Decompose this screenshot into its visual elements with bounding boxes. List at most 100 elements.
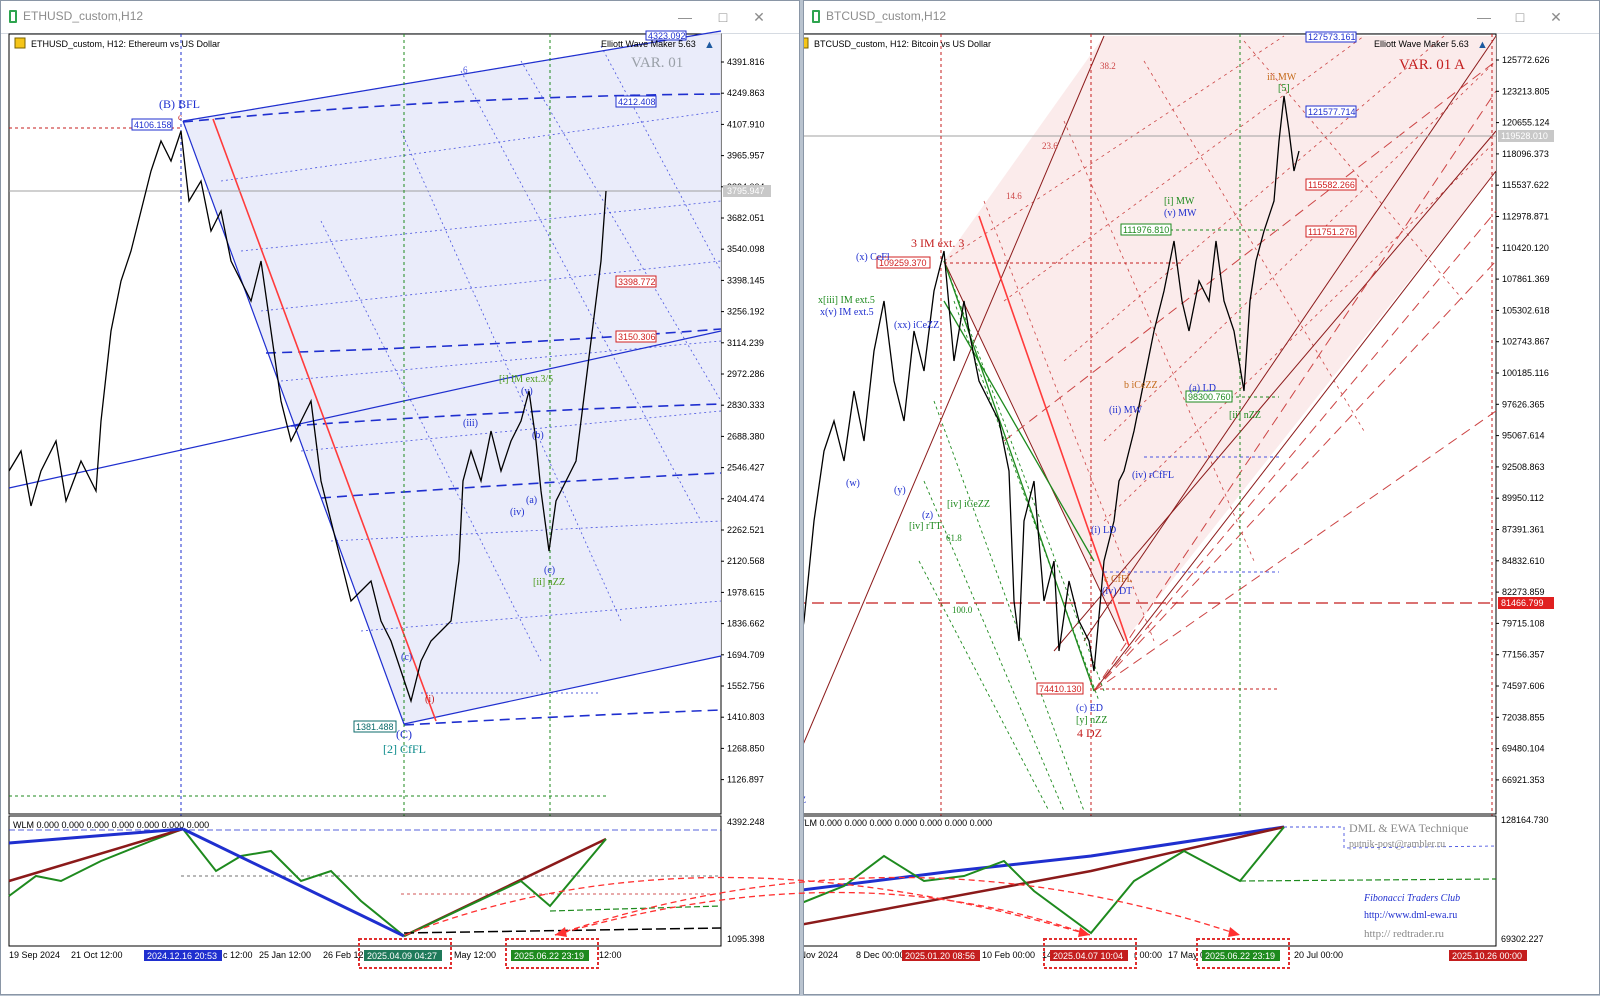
svg-text:1381.488: 1381.488 (356, 722, 394, 732)
svg-text:(v) MW: (v) MW (1164, 208, 1197, 219)
close-icon[interactable]: ✕ (753, 9, 765, 25)
btc-sub-axis: 128164.730 69302.227 (1501, 815, 1549, 944)
svg-text:b iCeZZ: b iCeZZ (1124, 380, 1158, 391)
expert-icon (804, 37, 809, 49)
axis-tick-label: 89950.112 (1502, 493, 1544, 503)
btc-chart-area[interactable]: BTCUSD_custom, H12: Bitcoin vs US Dollar… (804, 1, 1600, 996)
axis-tick-label: 1126.897 (727, 775, 764, 785)
eth-chart-window[interactable]: ETHUSD_custom,H12 — □ ✕ (0, 0, 800, 995)
maximize-icon[interactable]: □ (1515, 9, 1525, 25)
svg-text:(c): (c) (544, 565, 555, 576)
btc-price-axis: 125772.626 123213.805 120655.124 118096.373… (1496, 55, 1550, 785)
axis-tick-label: 2404.474 (727, 494, 765, 504)
svg-text:(w): (w) (846, 478, 860, 489)
axis-tick-label: 74597.606 (1502, 681, 1545, 691)
svg-text:4 DZ: 4 DZ (1077, 726, 1102, 740)
svg-text:14: 14 (1042, 950, 1052, 960)
btc-dashed-fans (1003, 60, 1497, 692)
svg-text:3150.306: 3150.306 (618, 332, 656, 342)
btc-chart-window[interactable]: BTCUSD_custom,H12 — □ ✕ (803, 0, 1600, 995)
svg-text:12:00: 12:00 (599, 950, 622, 960)
axis-tick-label: 2972.286 (727, 369, 765, 379)
eth-sub-axis: 4392.248 1095.398 (727, 817, 765, 944)
eth-red-trendline (212, 118, 437, 722)
eth-sub-axis-bottom: 1095.398 (727, 934, 765, 944)
svg-text:(iv): (iv) (510, 507, 524, 518)
svg-text:May 12:00: May 12:00 (454, 950, 496, 960)
svg-text:3398.772: 3398.772 (618, 277, 656, 287)
svg-text:21 Oct 12:00: 21 Oct 12:00 (71, 950, 123, 960)
axis-tick-label: 110420.120 (1502, 243, 1549, 253)
svg-text:2025.06.22 23:19: 2025.06.22 23:19 (1205, 951, 1275, 961)
axis-tick-label: 1694.709 (727, 650, 765, 660)
axis-tick-label: 115537.622 (1502, 180, 1549, 190)
svg-text:[i] MW: [i] MW (1164, 196, 1195, 207)
eth-price-axis: 4391.8164249.8634107.9103965.9573824.004… (721, 57, 765, 785)
svg-text:iii MW: iii MW (1267, 72, 1297, 83)
btc-time-highlights: 2025.01.20 08:56 2025.04.07 10:04 2025.0… (902, 938, 1527, 969)
axis-tick-label: 84832.610 (1502, 556, 1545, 566)
axis-tick-label: 105302.618 (1502, 305, 1550, 315)
eth-sub-axis-top: 4392.248 (727, 817, 765, 827)
svg-text:c CfFL: c CfFL (1104, 574, 1133, 585)
svg-text:23.6: 23.6 (1042, 141, 1058, 151)
svg-text:r 00:00: r 00:00 (1134, 950, 1162, 960)
axis-tick-label: 66921.353 (1502, 775, 1545, 785)
svg-text:(b): (b) (532, 430, 544, 441)
credits-url1[interactable]: http://www.dml-ewa.ru (1364, 910, 1457, 921)
svg-text:[y] nZZ: [y] nZZ (1076, 715, 1107, 726)
btc-current-price-box (1498, 130, 1554, 142)
svg-text:2025.10.26 00:00: 2025.10.26 00:00 (1452, 951, 1522, 961)
axis-tick-label: 3682.051 (727, 213, 765, 223)
svg-text:(y): (y) (894, 485, 906, 496)
btc-price-boxes: 127573.161 121577.714 115582.266 111751.… (876, 31, 1357, 695)
credits-club: Fibonacci Traders Club (1363, 893, 1460, 904)
credits-url2[interactable]: http:// redtrader.ru (1364, 928, 1445, 940)
eth-chart-area[interactable]: ETHUSD_custom, H12: Ethereum vs US Dolla… (1, 1, 801, 996)
eth-dashed-lines (182, 93, 722, 726)
minimize-icon[interactable]: — (1477, 9, 1491, 25)
btc-channel-fill (944, 36, 1496, 641)
svg-text:[iv] rTT: [iv] rTT (909, 521, 942, 532)
btc-window-title: BTCUSD_custom,H12 (826, 9, 947, 23)
svg-text:(c) ED: (c) ED (1076, 703, 1103, 714)
svg-text:111751.276: 111751.276 (1308, 227, 1354, 237)
axis-tick-label: 3256.192 (727, 307, 765, 317)
axis-tick-label: 107861.369 (1502, 274, 1550, 284)
eth-wlm-green-left (8, 828, 184, 897)
btc-variant: VAR. 01 A (1399, 57, 1465, 73)
svg-text:4212.408: 4212.408 (618, 97, 656, 107)
btc-current-price: 119528.010 (1501, 131, 1548, 141)
svg-text:109259.370: 109259.370 (879, 258, 927, 268)
btc-wlm-label: WLM 0.000 0.000 0.000 0.000 0.000 0.000 … (804, 818, 992, 828)
btc-price-line (804, 95, 1300, 672)
axis-tick-label: 118096.373 (1502, 149, 1549, 159)
btc-chart-caption: BTCUSD_custom, H12: Bitcoin vs US Dollar (814, 39, 991, 49)
svg-text:19 Sep 2024: 19 Sep 2024 (9, 950, 60, 960)
svg-text:[ii] nZZ: [ii] nZZ (533, 577, 565, 588)
svg-text:74410.130: 74410.130 (1039, 684, 1082, 694)
svg-text:127573.161: 127573.161 (1308, 32, 1356, 42)
svg-text:c: c (178, 112, 182, 122)
svg-text:8 Dec 00:00: 8 Dec 00:00 (856, 950, 905, 960)
eth-title-bar[interactable]: ETHUSD_custom,H12 — □ ✕ (1, 1, 799, 34)
svg-text:[ii] nZZ: [ii] nZZ (1229, 410, 1261, 421)
axis-tick-label: 123213.805 (1502, 86, 1550, 96)
svg-text:2025.04.09 04:27: 2025.04.09 04:27 (367, 951, 437, 961)
svg-text:(iv) rCfFL: (iv) rCfFL (1132, 470, 1174, 481)
maximize-icon[interactable]: □ (718, 9, 728, 25)
axis-tick-label: 87391.361 (1502, 525, 1545, 535)
axis-tick-label: 120655.124 (1502, 118, 1550, 128)
svg-text:61.8: 61.8 (946, 533, 962, 543)
minimize-icon[interactable]: — (678, 9, 692, 25)
close-icon[interactable]: ✕ (1550, 9, 1562, 25)
eth-variant: VAR. 01 (631, 55, 683, 71)
axis-tick-label: 102743.867 (1502, 337, 1550, 347)
svg-text:20 Jul 00:00: 20 Jul 00:00 (1294, 950, 1343, 960)
svg-text:(iv) DT: (iv) DT (1102, 586, 1132, 597)
btc-indicator-name: Elliott Wave Maker 5.63 (1374, 39, 1469, 49)
svg-text:(a) LD: (a) LD (1189, 383, 1216, 394)
eth-channel-top (182, 30, 722, 122)
btc-subwindow (804, 815, 1497, 947)
btc-channel-lines (804, 35, 1497, 744)
